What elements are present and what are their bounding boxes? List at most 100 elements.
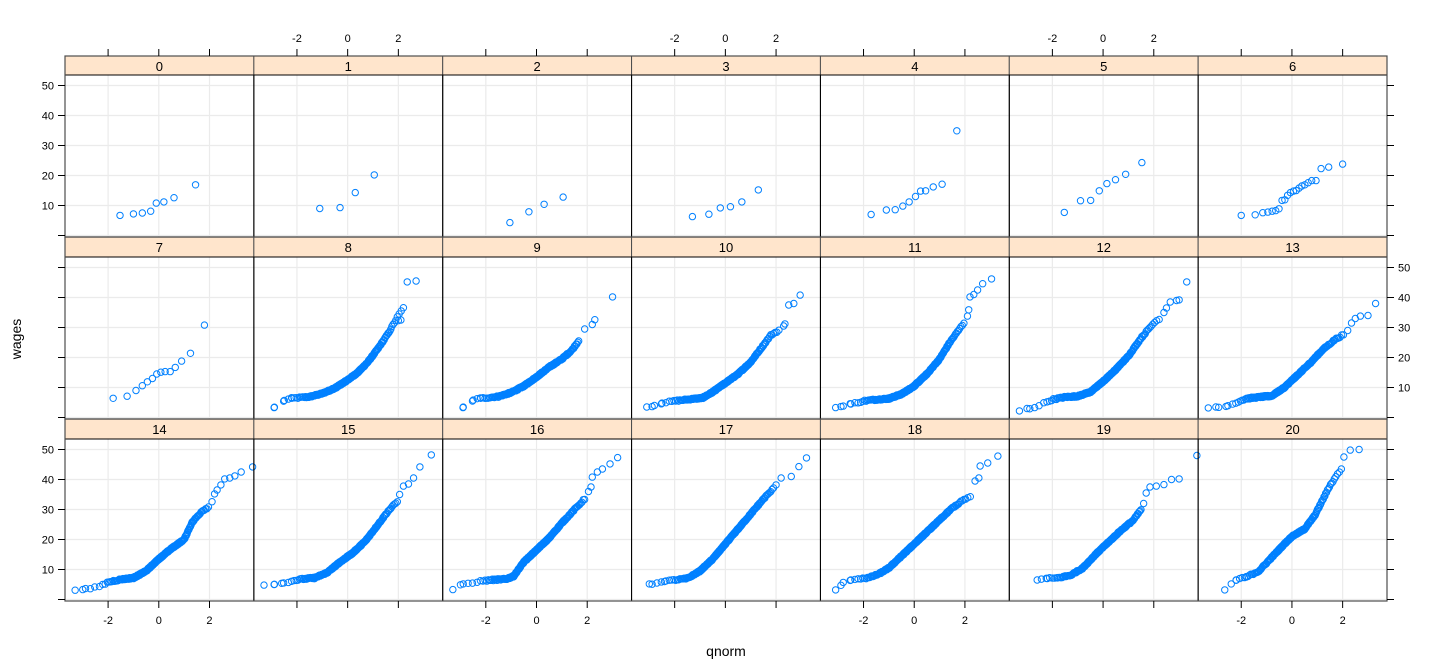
x-axis-label: qnorm	[706, 643, 746, 659]
panel-15-points	[260, 451, 436, 589]
y-tick-label: 50	[1398, 263, 1410, 275]
strip-label: 6	[1289, 59, 1296, 74]
strip-label: 20	[1285, 422, 1299, 437]
strip-label: 11	[908, 240, 922, 255]
x-tick-label: 2	[206, 615, 212, 627]
y-tick-label: 50	[42, 81, 54, 93]
x-tick-label: -2	[481, 615, 491, 627]
panel-8	[253, 257, 443, 419]
panel-18-points	[831, 452, 1002, 594]
panel-10	[631, 257, 821, 419]
x-tick-label: 0	[1289, 615, 1295, 627]
strip-label: 17	[719, 422, 733, 437]
x-tick-label-top: 2	[1151, 33, 1157, 45]
panel-4	[820, 75, 1010, 237]
x-tick-label: 0	[533, 615, 539, 627]
y-tick-label: 20	[42, 535, 54, 547]
strip-label: 16	[530, 422, 544, 437]
y-tick-label: 10	[42, 565, 54, 577]
panel-11	[820, 257, 1010, 419]
panel-8-points	[270, 277, 420, 412]
panel-1	[253, 75, 443, 237]
panel-17	[631, 439, 821, 601]
panel-1-points	[316, 171, 378, 213]
panel-6-points	[1237, 160, 1347, 220]
panel-13-points	[1204, 299, 1380, 412]
strip-label: 2	[534, 59, 541, 74]
x-tick-label-top: -2	[670, 33, 680, 45]
panel-17-points	[645, 454, 811, 588]
strip-label: 0	[156, 59, 163, 74]
y-tick-label: 30	[42, 505, 54, 517]
x-tick-label-top: 0	[722, 33, 728, 45]
strip-label: 4	[911, 59, 918, 74]
panel-14	[65, 439, 254, 601]
strip-label: 10	[719, 240, 733, 255]
y-tick-label: 40	[1398, 293, 1410, 305]
panel-14-points	[71, 463, 257, 594]
y-tick-label: 20	[42, 171, 54, 183]
y-tick-label: 10	[1398, 383, 1410, 395]
panel-19-points	[1033, 451, 1201, 584]
panel-2	[442, 75, 632, 237]
panel-13	[1198, 257, 1387, 419]
strip-label: 13	[1285, 240, 1299, 255]
x-tick-label-top: -2	[292, 33, 302, 45]
x-tick-label-top: -2	[1047, 33, 1057, 45]
y-tick-label: 40	[42, 111, 54, 123]
x-tick-label: 2	[584, 615, 590, 627]
points-layer	[71, 127, 1380, 594]
strip-label: 15	[341, 422, 355, 437]
x-tick-label: 2	[962, 615, 968, 627]
y-tick-label: 40	[42, 475, 54, 487]
panel-0-points	[116, 181, 200, 220]
panel-9-points	[459, 293, 617, 412]
y-tick-label: 30	[1398, 323, 1410, 335]
ticks-layer: -2 0 2-2 0 2-2 0 2-2 0 2-2 0 2-2 0 2-2 0 2102030405010…	[42, 33, 1411, 627]
panel-5	[1009, 75, 1199, 237]
strip-label: 3	[722, 59, 729, 74]
panel-16	[442, 439, 632, 601]
strip-label: 1	[345, 59, 352, 74]
panel-5-points	[1060, 158, 1146, 217]
x-tick-label-top: 0	[1100, 33, 1106, 45]
strip-label: 9	[534, 240, 541, 255]
panel-12-points	[1015, 278, 1191, 415]
panel-9	[442, 257, 632, 419]
x-tick-label: 0	[156, 615, 162, 627]
x-tick-label: -2	[859, 615, 869, 627]
x-tick-label-top: 2	[395, 33, 401, 45]
panel-3-points	[688, 186, 763, 221]
strip-label: 7	[156, 240, 163, 255]
y-tick-label: 20	[1398, 353, 1410, 365]
panel-15	[253, 439, 443, 601]
panel-11-points	[831, 275, 996, 412]
strip-label: 8	[345, 240, 352, 255]
x-tick-label: -2	[103, 615, 113, 627]
x-tick-label-top: 0	[345, 33, 351, 45]
y-tick-label: 50	[42, 445, 54, 457]
panel-19	[1009, 439, 1199, 601]
y-axis-label: wages	[8, 319, 24, 360]
x-tick-label: -2	[1236, 615, 1246, 627]
strip-label: 18	[908, 422, 922, 437]
y-tick-label: 30	[42, 141, 54, 153]
panel-20-points	[1221, 445, 1363, 594]
panel-12	[1009, 257, 1199, 419]
panel-20	[1198, 439, 1387, 601]
panel-0	[65, 75, 254, 237]
panel-2-points	[506, 193, 567, 227]
panel-18	[820, 439, 1010, 601]
panel-3	[631, 75, 821, 237]
x-tick-label: 0	[911, 615, 917, 627]
strip-label: 19	[1096, 422, 1110, 437]
panel-7	[65, 257, 254, 419]
y-tick-label: 10	[42, 201, 54, 213]
x-tick-label: 2	[1340, 615, 1346, 627]
x-tick-label-top: 2	[773, 33, 779, 45]
panel-6	[1198, 75, 1387, 237]
grid-layer	[65, 75, 1387, 601]
panel-10-points	[643, 291, 804, 411]
